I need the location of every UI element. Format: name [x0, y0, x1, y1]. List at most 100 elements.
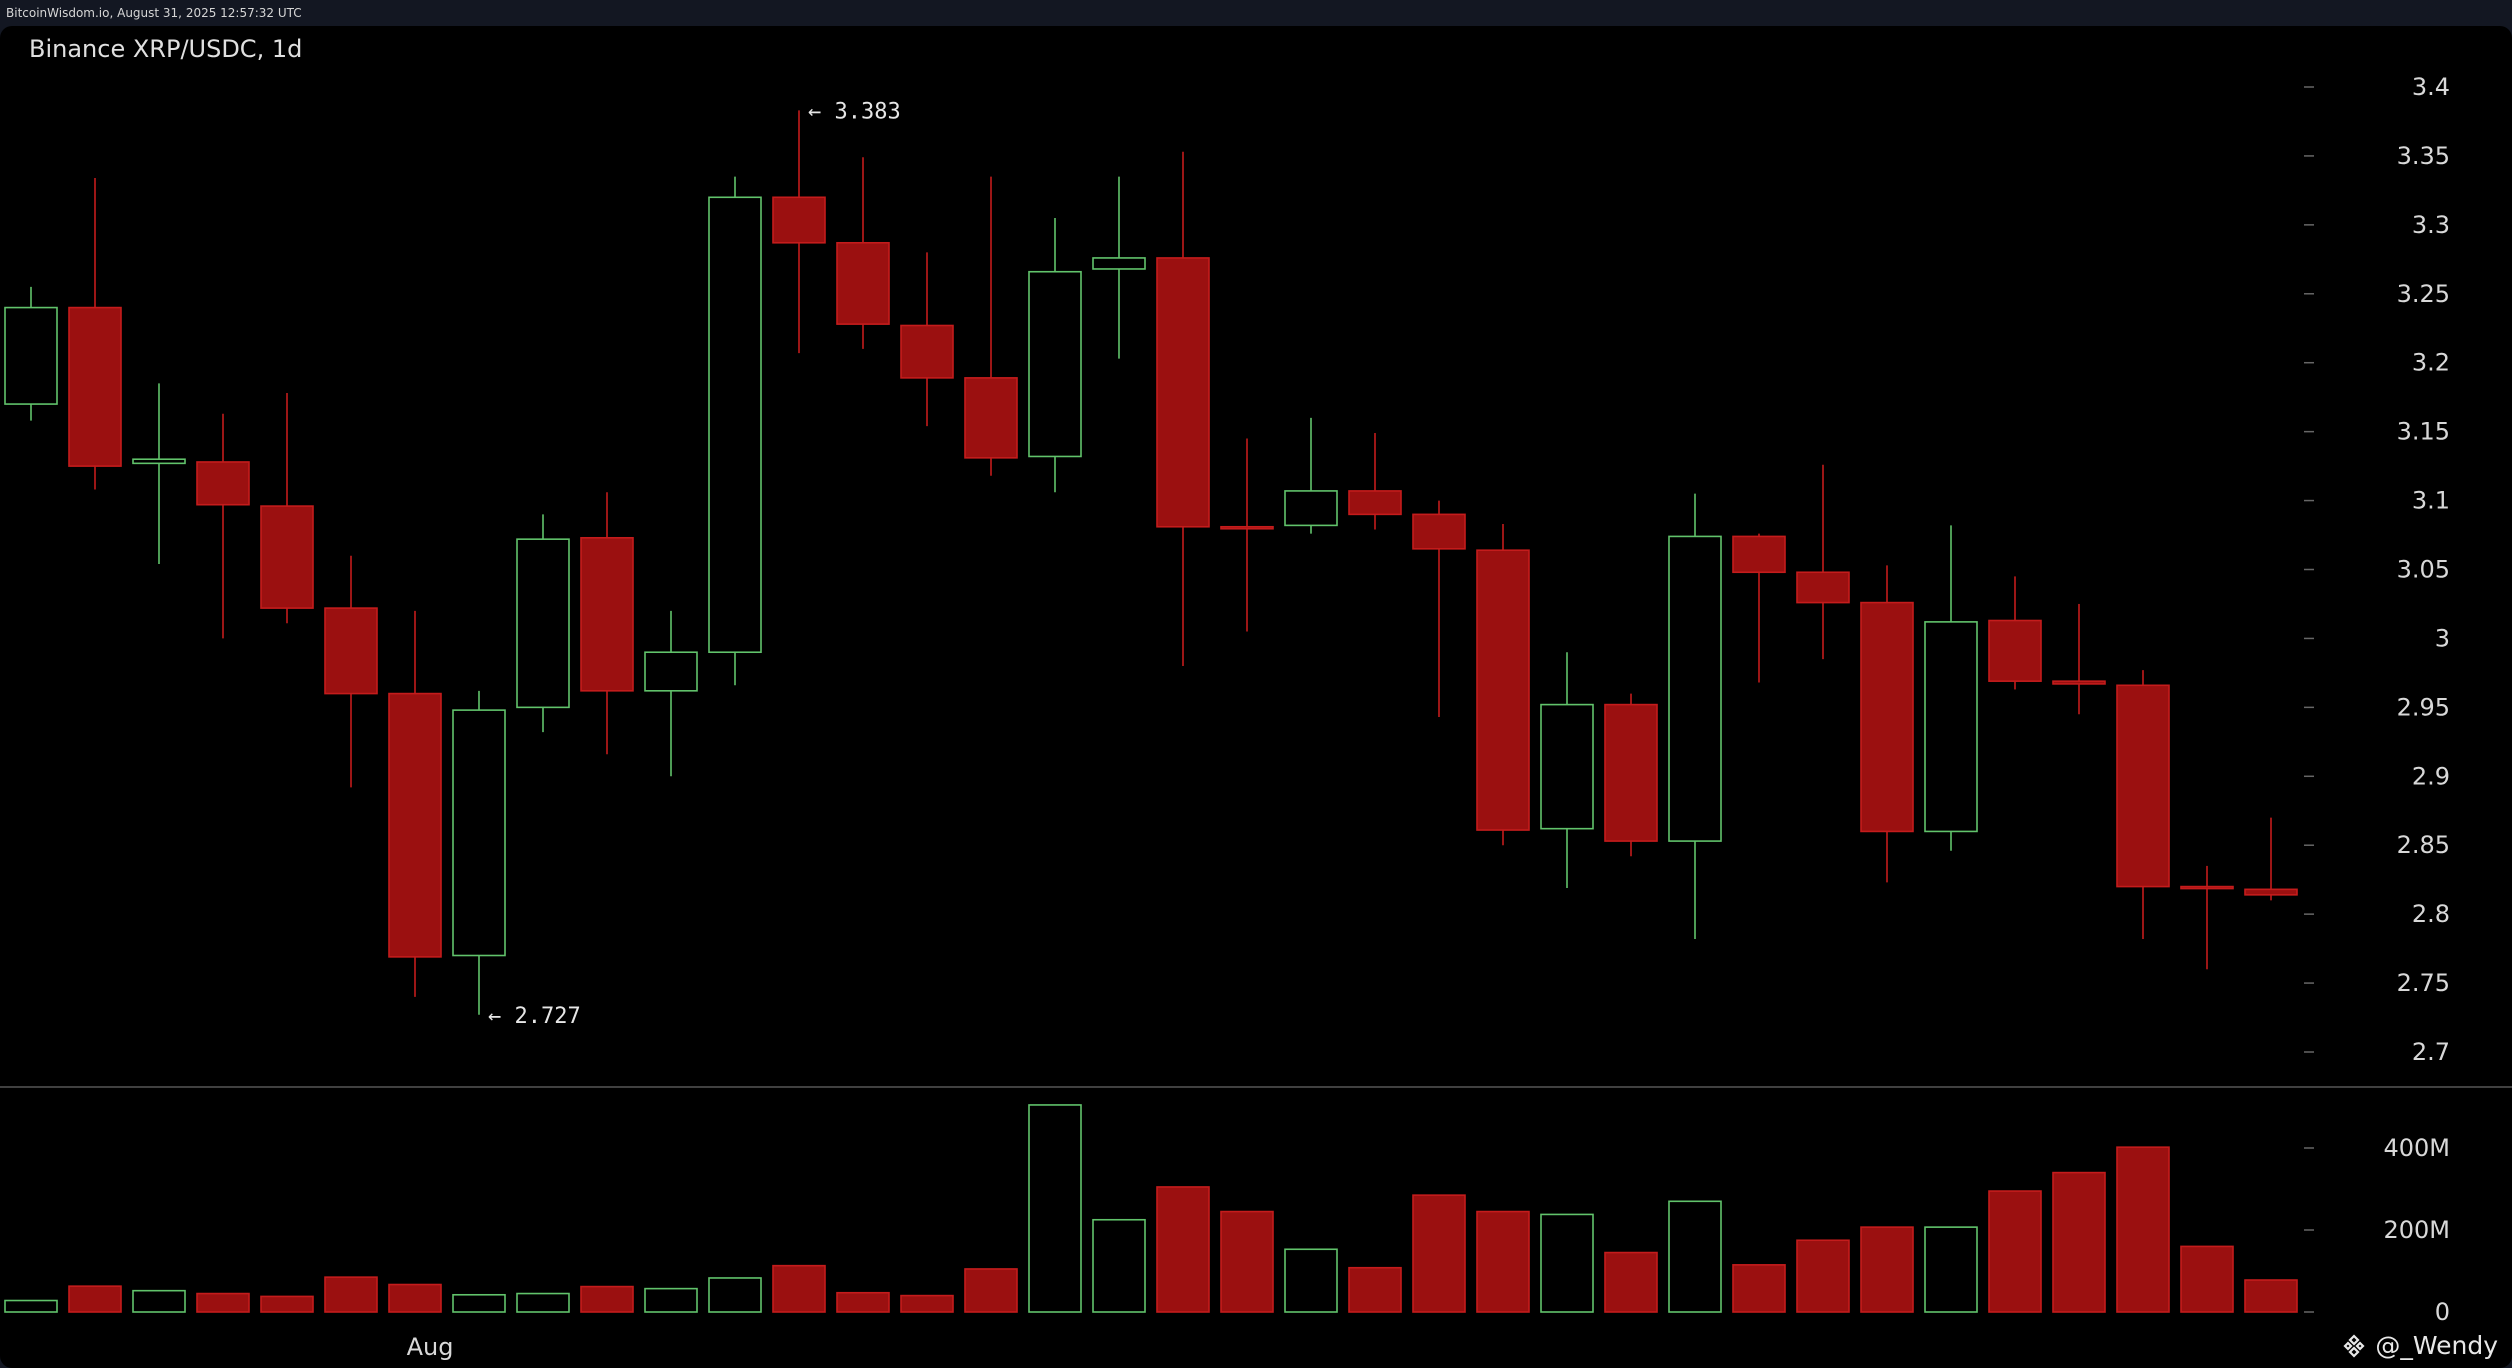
price-tick-label: 3.35: [2397, 142, 2450, 170]
price-tick-label: 2.75: [2397, 969, 2450, 997]
candle-body-down[interactable]: [580, 536, 634, 692]
annotation-high: ← 3.383: [808, 99, 901, 124]
volume-bar-down[interactable]: [836, 1291, 890, 1313]
volume-bar-down[interactable]: [1732, 1264, 1786, 1313]
volume-tick-label: 200M: [2383, 1216, 2450, 1244]
candle-body-down[interactable]: [1988, 619, 2042, 682]
candle-body-down[interactable]: [1412, 513, 1466, 550]
watermark-text: @_Wendy: [2375, 1331, 2498, 1360]
candle-body-up[interactable]: [1668, 535, 1722, 842]
volume-bar-down[interactable]: [2116, 1146, 2170, 1313]
candle-body-up[interactable]: [708, 196, 762, 654]
candle-body-down[interactable]: [2116, 684, 2170, 888]
volume-bar-down[interactable]: [2244, 1279, 2298, 1313]
volume-bar-down[interactable]: [1156, 1186, 1210, 1313]
candle-body-down[interactable]: [1796, 571, 1850, 604]
price-tick-label: 2.95: [2397, 693, 2450, 721]
binance-logo-icon: [2343, 1333, 2365, 1358]
volume-bar-down[interactable]: [964, 1268, 1018, 1313]
volume-bar-down[interactable]: [580, 1285, 634, 1313]
candle-body-down[interactable]: [1348, 490, 1402, 516]
volume-bar-up[interactable]: [1924, 1226, 1978, 1313]
price-tick-label: 2.7: [2412, 1038, 2450, 1066]
candle-body-down[interactable]: [836, 241, 890, 325]
candle-body-down[interactable]: [324, 607, 378, 695]
price-axis: 2.7 2.75 2.8 2.85 2.9 2.95 3 3.05 3.1 3.15 3.2 3.25…: [2304, 73, 2450, 1066]
candle-body-down[interactable]: [1860, 601, 1914, 833]
candle-body-up[interactable]: [1924, 621, 1978, 833]
volume-bar-down[interactable]: [324, 1276, 378, 1313]
candle-body-up[interactable]: [452, 709, 506, 957]
volume-bar-down[interactable]: [1412, 1194, 1466, 1313]
chart-title: Binance XRP/USDC, 1d: [29, 35, 303, 63]
candle-bodies: [4, 196, 2298, 958]
candle-body-down[interactable]: [964, 377, 1018, 459]
volume-bar-down[interactable]: [1220, 1210, 1274, 1313]
volume-bars: [4, 1104, 2298, 1313]
candle-body-down[interactable]: [1476, 549, 1530, 831]
candle-body-down[interactable]: [900, 324, 954, 379]
volume-bar-down[interactable]: [68, 1285, 122, 1313]
volume-bar-down[interactable]: [196, 1292, 250, 1313]
candle-body-up[interactable]: [1284, 490, 1338, 527]
volume-bar-down[interactable]: [2180, 1245, 2234, 1313]
volume-bar-up[interactable]: [644, 1287, 698, 1313]
price-tick-label: 3.05: [2397, 556, 2450, 584]
candle-body-down[interactable]: [2180, 885, 2234, 890]
volume-bar-down[interactable]: [1796, 1239, 1850, 1313]
candle-body-down[interactable]: [772, 196, 826, 244]
candle-body-down[interactable]: [196, 461, 250, 506]
volume-bar-up[interactable]: [1284, 1248, 1338, 1313]
volume-bar-up[interactable]: [1540, 1213, 1594, 1313]
volume-bar-up[interactable]: [516, 1292, 570, 1313]
x-axis-label-aug: Aug: [407, 1333, 454, 1361]
candle-body-up[interactable]: [644, 651, 698, 692]
candle-body-down[interactable]: [1732, 535, 1786, 574]
candle-body-down[interactable]: [388, 692, 442, 958]
candle-body-up[interactable]: [516, 538, 570, 709]
candle-body-up[interactable]: [1028, 270, 1082, 458]
volume-bar-down[interactable]: [2052, 1171, 2106, 1313]
volume-bar-down[interactable]: [1988, 1190, 2042, 1313]
candle-body-down[interactable]: [260, 505, 314, 609]
price-tick-label: 3.4: [2412, 73, 2450, 101]
candle-body-down[interactable]: [68, 306, 122, 467]
candle-body-down[interactable]: [2052, 680, 2106, 685]
header-source-timestamp: BitcoinWisdom.io, August 31, 2025 12:57:…: [6, 6, 302, 20]
bitcoinwisdom-header-bar: BitcoinWisdom.io, August 31, 2025 12:57:…: [0, 0, 2512, 26]
price-tick-label: 2.85: [2397, 831, 2450, 859]
volume-bar-down[interactable]: [1860, 1226, 1914, 1313]
candlestick-chart[interactable]: 2.7 2.75 2.8 2.85 2.9 2.95 3 3.05 3.1 3.15 3.2 3.25…: [0, 26, 2512, 1368]
volume-bar-down[interactable]: [260, 1295, 314, 1313]
candle-body-up[interactable]: [1092, 257, 1146, 270]
volume-bar-down[interactable]: [772, 1264, 826, 1313]
candle-body-up[interactable]: [132, 458, 186, 465]
annotation-low: ← 2.727: [488, 1004, 581, 1029]
price-tick-label: 3.25: [2397, 280, 2450, 308]
volume-bar-down[interactable]: [388, 1283, 442, 1313]
candle-body-down[interactable]: [1220, 525, 1274, 530]
price-tick-label: 3.3: [2412, 211, 2450, 239]
candle-body-up[interactable]: [4, 306, 58, 405]
volume-bar-up[interactable]: [708, 1277, 762, 1313]
volume-bar-down[interactable]: [1476, 1210, 1530, 1313]
candle-body-down[interactable]: [2244, 888, 2298, 896]
volume-bar-up[interactable]: [1028, 1104, 1082, 1313]
volume-bar-down[interactable]: [1604, 1251, 1658, 1313]
volume-bar-up[interactable]: [452, 1293, 506, 1313]
price-tick-label: 3.1: [2412, 487, 2450, 515]
volume-tick-label: 0: [2435, 1298, 2450, 1326]
volume-bar-up[interactable]: [4, 1299, 58, 1313]
candle-body-up[interactable]: [1540, 703, 1594, 830]
volume-tick-label: 400M: [2383, 1134, 2450, 1162]
chart-panel[interactable]: 2.7 2.75 2.8 2.85 2.9 2.95 3 3.05 3.1 3.15 3.2 3.25…: [0, 26, 2512, 1368]
candle-body-down[interactable]: [1156, 257, 1210, 528]
volume-bar-up[interactable]: [1668, 1200, 1722, 1313]
volume-bar-up[interactable]: [132, 1289, 186, 1313]
volume-bar-down[interactable]: [900, 1294, 954, 1313]
volume-axis: 0 200M 400M: [2304, 1134, 2450, 1326]
watermark: @_Wendy: [2341, 1331, 2498, 1360]
volume-bar-up[interactable]: [1092, 1218, 1146, 1313]
candle-body-down[interactable]: [1604, 703, 1658, 842]
volume-bar-down[interactable]: [1348, 1266, 1402, 1313]
